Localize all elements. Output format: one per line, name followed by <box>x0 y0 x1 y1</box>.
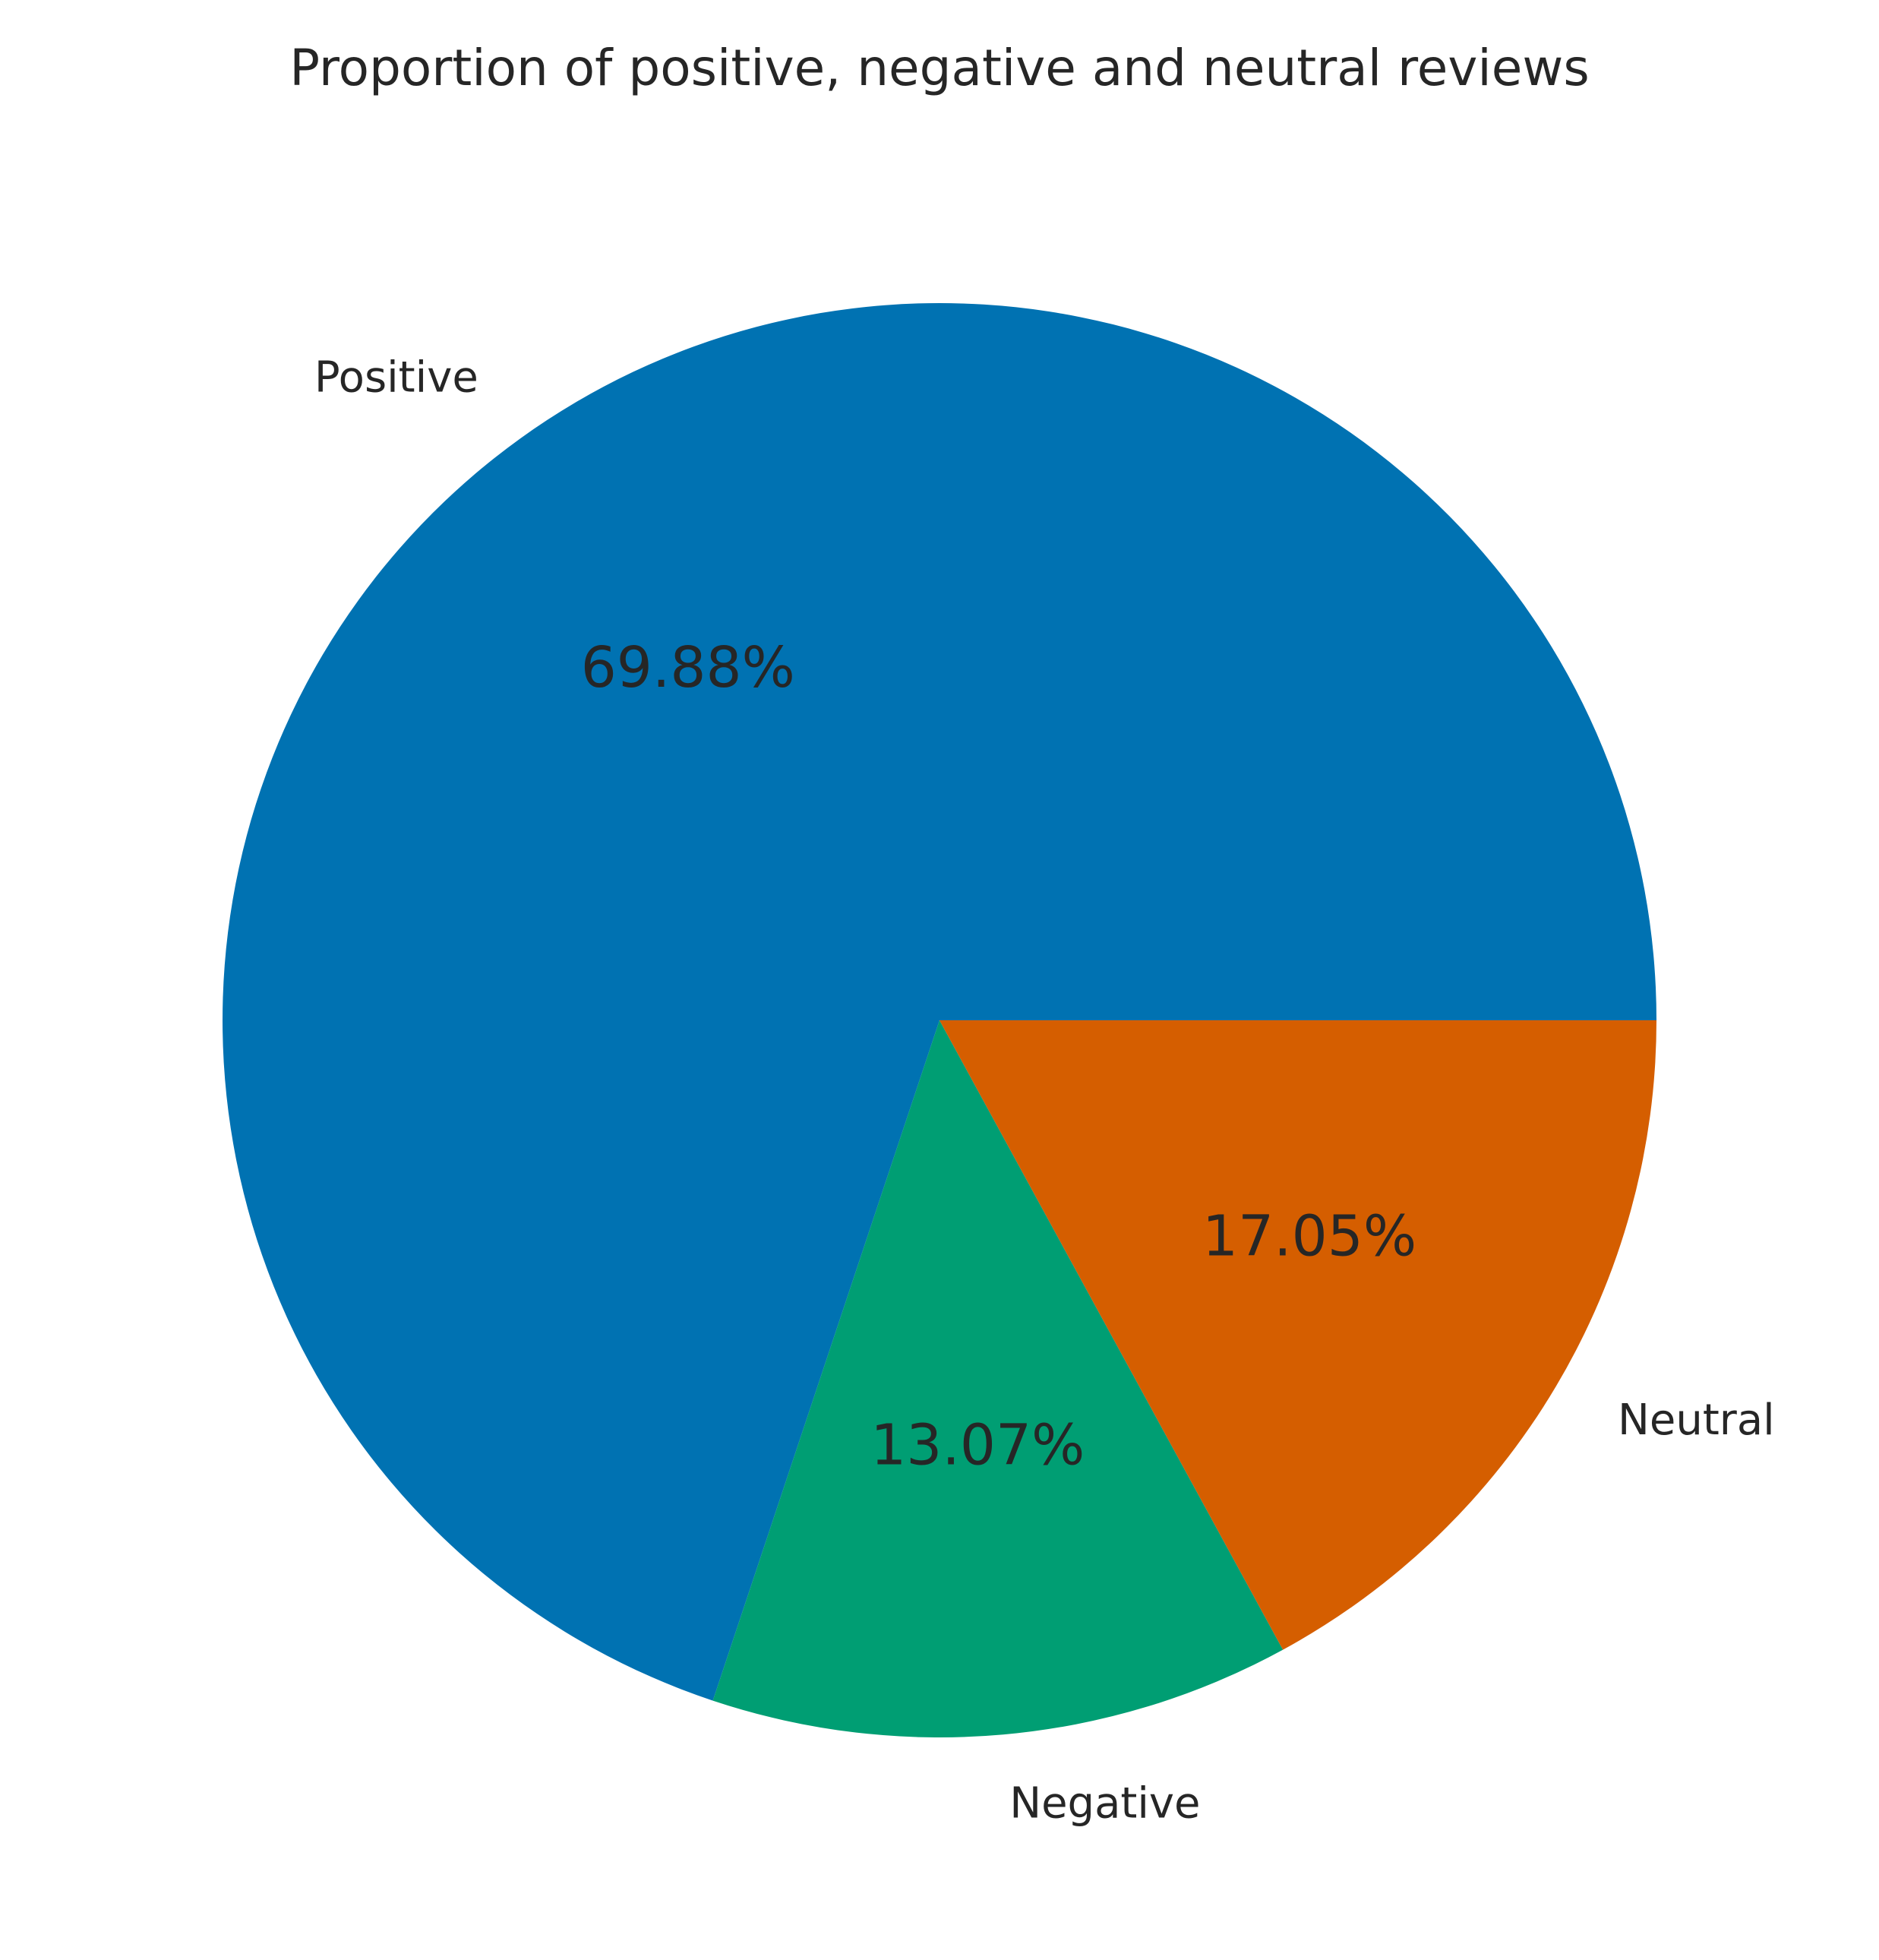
slices-group <box>223 302 1656 1737</box>
pie-slice-neutral <box>940 1020 1656 1650</box>
pie-slice-negative <box>712 1020 1284 1737</box>
slice-percent-negative: 13.07% <box>870 1413 1085 1478</box>
labels-group: Positive 69.88% Negative 13.07% Neutral 17.05… <box>314 353 1775 1829</box>
chart-title: Proportion of positive, negative and neu… <box>289 39 1589 97</box>
slice-label-positive: Positive <box>314 353 478 403</box>
slice-label-neutral: Neutral <box>1618 1396 1775 1445</box>
slice-percent-positive: 69.88% <box>581 635 795 700</box>
pie-slice-positive <box>223 302 1656 1701</box>
slice-label-negative: Negative <box>1009 1778 1200 1828</box>
slice-percent-neutral: 17.05% <box>1202 1204 1416 1269</box>
